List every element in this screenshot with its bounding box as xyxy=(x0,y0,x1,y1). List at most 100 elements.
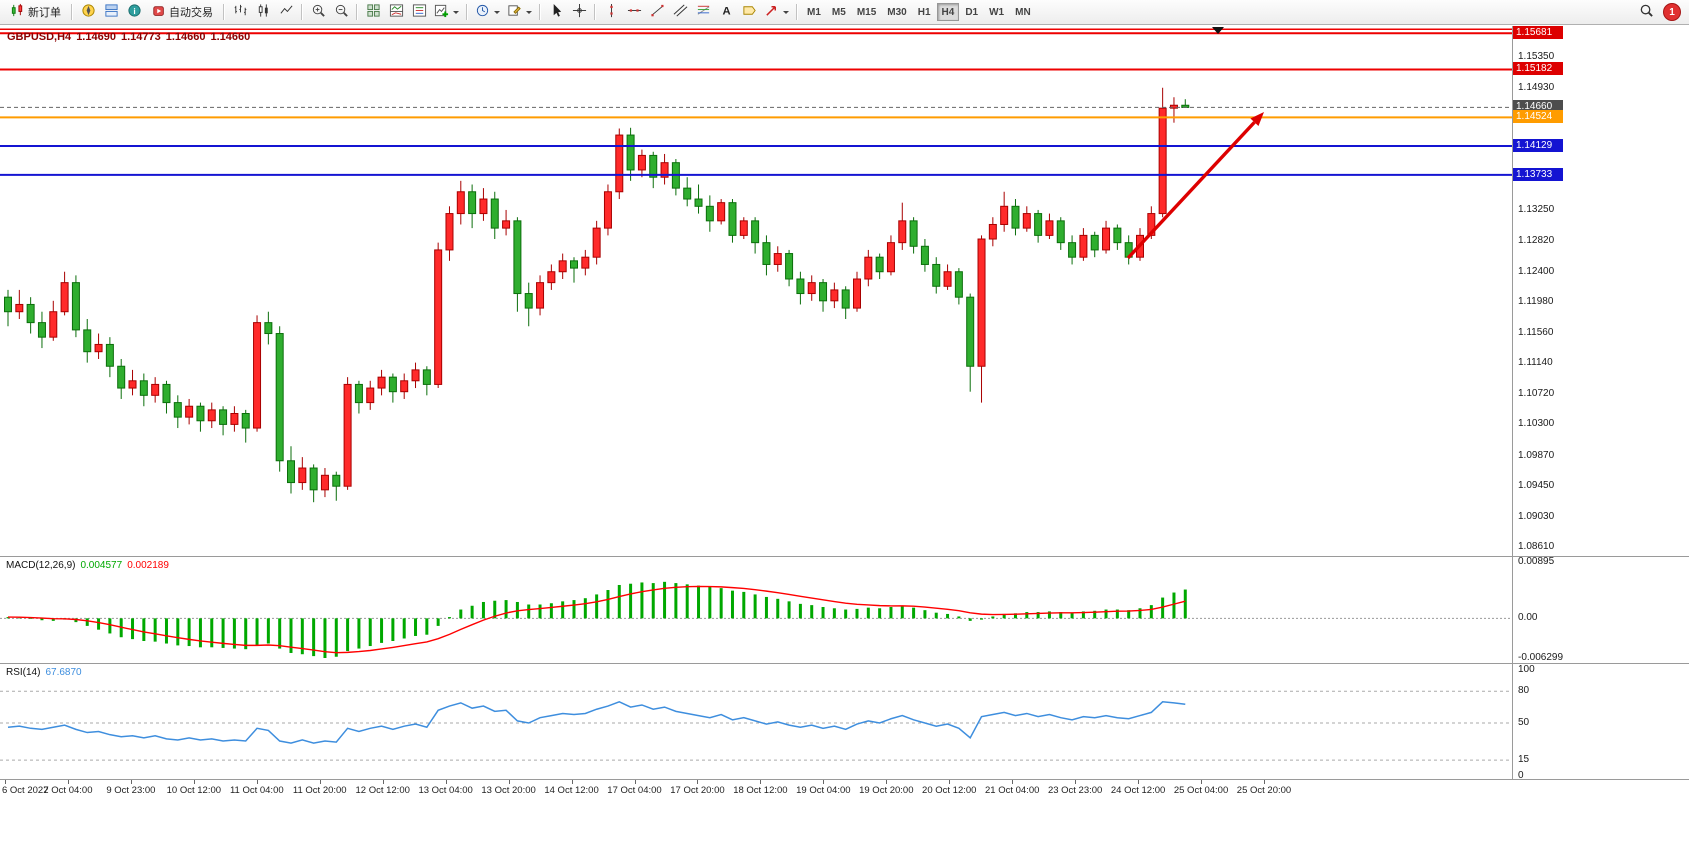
timeframe-m30[interactable]: M30 xyxy=(882,3,911,21)
toolbar-right: 1 xyxy=(1635,2,1685,22)
candle-body xyxy=(4,296,12,313)
candle-body xyxy=(26,303,35,324)
timeframe-m15[interactable]: M15 xyxy=(852,3,881,21)
candle-body xyxy=(581,256,590,269)
candle xyxy=(547,264,556,290)
text-button[interactable]: A xyxy=(715,2,737,22)
candle xyxy=(1181,99,1190,108)
trend-arrow-line[interactable] xyxy=(1126,121,1256,260)
candle xyxy=(1022,206,1031,232)
tile-windows-button[interactable] xyxy=(362,2,384,22)
notification-badge[interactable]: 1 xyxy=(1663,3,1681,21)
candle xyxy=(151,377,160,403)
candle-body xyxy=(626,134,635,171)
macd-signal-line xyxy=(7,585,1186,654)
panel-separator[interactable] xyxy=(0,663,1689,664)
arrows-tool-button[interactable] xyxy=(761,2,792,22)
timeframe-m1[interactable]: M1 xyxy=(802,3,826,21)
timeframe-h4[interactable]: H4 xyxy=(936,3,960,21)
candle-body xyxy=(841,289,850,309)
price-badge: 1.14129 xyxy=(1513,139,1563,153)
bar-chart-button[interactable] xyxy=(229,2,251,22)
candle xyxy=(15,289,24,319)
search-button[interactable] xyxy=(1635,2,1657,22)
channel-button[interactable] xyxy=(669,2,691,22)
candle xyxy=(581,249,590,276)
candle xyxy=(60,271,69,316)
time-label: 11 Oct 04:00 xyxy=(229,785,284,796)
time-tick xyxy=(1138,780,1140,784)
horizontal-line-button[interactable] xyxy=(623,2,645,22)
candle-body xyxy=(298,467,307,484)
candle-body xyxy=(603,191,612,229)
candle-body xyxy=(536,282,545,309)
periods-button[interactable] xyxy=(472,2,503,22)
candle-body xyxy=(162,383,171,404)
candle-body xyxy=(943,271,952,287)
candle-body xyxy=(185,405,194,418)
timeframe-mn[interactable]: MN xyxy=(1010,3,1036,21)
indicator-list-button[interactable] xyxy=(408,2,430,22)
zoom-in-button[interactable] xyxy=(307,2,329,22)
candle xyxy=(71,275,80,338)
macd-axis-label: 0.00 xyxy=(1518,612,1538,624)
candle xyxy=(1000,191,1009,232)
candle xyxy=(468,184,477,229)
candle-body xyxy=(411,369,420,382)
candle xyxy=(139,373,148,407)
price-axis[interactable]: 1.15350 1.14930 1.13250 1.12820 1.12400 1.119… xyxy=(1513,26,1688,781)
time-tick xyxy=(760,780,762,784)
indicator-window-button[interactable] xyxy=(385,2,407,22)
cursor-button[interactable] xyxy=(545,2,567,22)
line-chart-button[interactable] xyxy=(275,2,297,22)
candle xyxy=(977,235,986,403)
candle xyxy=(954,268,963,305)
candle-body xyxy=(422,369,431,385)
candle-body xyxy=(151,383,160,396)
panel-separator[interactable] xyxy=(0,556,1689,557)
label-button[interactable] xyxy=(738,2,760,22)
price-tick-label: 1.09030 xyxy=(1518,510,1555,522)
candle xyxy=(592,220,601,265)
time-axis[interactable]: 6 Oct 2022 7 Oct 04:00 9 Oct 23:00 10 Oct 1… xyxy=(0,780,1512,800)
navigator-button[interactable]: i xyxy=(123,2,145,22)
candle-body xyxy=(1158,107,1167,215)
candle-body xyxy=(1169,104,1178,109)
market-watch-button[interactable] xyxy=(77,2,99,22)
candlestick-chart-button[interactable] xyxy=(252,2,274,22)
templates-button[interactable] xyxy=(504,2,535,22)
candle xyxy=(354,380,363,414)
panel-separator[interactable] xyxy=(0,779,1689,780)
price-tick-label: 1.11560 xyxy=(1518,326,1554,338)
auto-trading-button[interactable]: 自动交易 xyxy=(146,2,219,22)
timeframe-w1[interactable]: W1 xyxy=(984,3,1009,21)
candle-body xyxy=(1034,213,1043,236)
candle-body xyxy=(479,198,488,215)
macd-label: MACD(12,26,9) 0.004577 0.002189 xyxy=(6,560,174,571)
candle xyxy=(377,369,386,396)
timeframe-h1[interactable]: H1 xyxy=(913,3,936,21)
vertical-line-button[interactable] xyxy=(600,2,622,22)
candle xyxy=(1079,228,1088,261)
candle xyxy=(94,333,103,359)
candle xyxy=(875,253,884,280)
zoom-out-button[interactable] xyxy=(330,2,352,22)
candle xyxy=(37,311,46,349)
new-order-button[interactable]: 新订单 xyxy=(4,2,67,22)
dropdown-caret xyxy=(453,11,459,17)
fibonacci-button[interactable] xyxy=(692,2,714,22)
new-chart-button[interactable] xyxy=(431,2,462,22)
time-label: 20 Oct 12:00 xyxy=(922,785,977,796)
trendline-button[interactable] xyxy=(646,2,668,22)
crosshair-button[interactable] xyxy=(568,2,590,22)
data-window-button[interactable] xyxy=(100,2,122,22)
candle-body xyxy=(762,242,771,265)
timeframe-m5[interactable]: M5 xyxy=(827,3,851,21)
timeframe-d1[interactable]: D1 xyxy=(960,3,983,21)
candle-body xyxy=(524,293,533,309)
candle xyxy=(332,471,341,501)
trend-arrow-head[interactable] xyxy=(1250,112,1264,126)
candle xyxy=(1045,213,1054,240)
candle xyxy=(943,264,952,290)
candle-body xyxy=(1102,227,1111,251)
